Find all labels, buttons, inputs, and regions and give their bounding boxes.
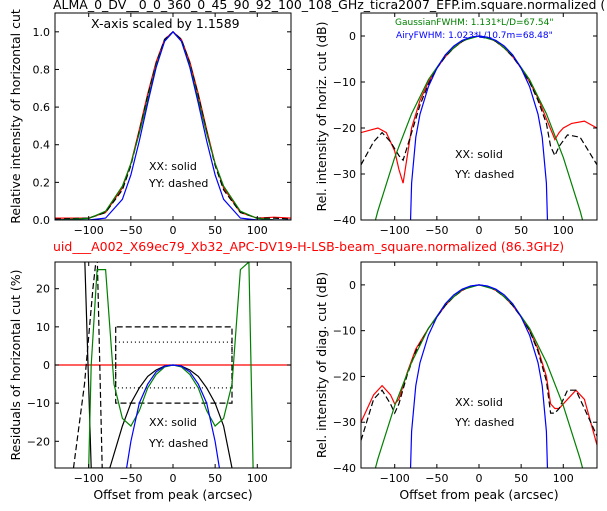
y-tick-label: 0 bbox=[349, 279, 356, 292]
title-mid: uid___A002_X69ec79_Xb32_APC-DV19-H-LSB-b… bbox=[53, 239, 564, 254]
series-airy-line bbox=[409, 284, 549, 468]
series-yy-line bbox=[72, 262, 103, 468]
x-tick-label: 50 bbox=[208, 224, 222, 237]
airy-fwhm-label: AiryFWHM: 1.023*L/10.7m=68.48" bbox=[396, 31, 553, 41]
series-gaussian-line bbox=[55, 30, 291, 220]
y-axis-label: Residuals of horizontal cut (%) bbox=[8, 270, 23, 461]
x-tick-label: 50 bbox=[514, 224, 528, 237]
series-group bbox=[55, 30, 291, 220]
x-tick-label: 0 bbox=[170, 224, 177, 237]
series-xx-line bbox=[84, 262, 233, 468]
y-axis-label: Rel. intensity of diag. cut (dB) bbox=[314, 272, 329, 458]
legend-yy: YY: dashed bbox=[148, 177, 208, 190]
y-tick-label: −30 bbox=[333, 168, 356, 181]
axes-frame bbox=[360, 261, 598, 469]
x-tick-label: 0 bbox=[170, 472, 177, 485]
x-tick-label: −100 bbox=[74, 472, 104, 485]
x-tick-label: 0 bbox=[476, 224, 483, 237]
panel-p1: −100 −50 0 50 100 0.0 0.2 0.4 0.6 0.8 1.0 Relative … bbox=[8, 9, 292, 237]
y-tick-label: −20 bbox=[333, 122, 356, 135]
x-tick-label: 100 bbox=[553, 224, 574, 237]
x-tick-label: 50 bbox=[208, 472, 222, 485]
y-tick-label: −40 bbox=[333, 462, 356, 475]
legend-xx: XX: solid bbox=[149, 416, 197, 429]
x-tick-label: −50 bbox=[119, 472, 142, 485]
x-tick-label: −50 bbox=[119, 224, 142, 237]
y-tick-label: −10 bbox=[333, 325, 356, 338]
y-tick-label: −30 bbox=[333, 416, 356, 429]
series-yy-line bbox=[361, 35, 597, 166]
legend-yy: YY: dashed bbox=[454, 416, 514, 429]
y-tick-label: 1.0 bbox=[33, 26, 51, 39]
series-group bbox=[361, 284, 597, 468]
x-tick-label: −100 bbox=[74, 224, 104, 237]
x-tick-label: 100 bbox=[553, 472, 574, 485]
y-tick-label: 0.4 bbox=[33, 139, 51, 152]
legend-yy: YY: dashed bbox=[454, 168, 514, 181]
series-group bbox=[55, 262, 291, 468]
x-tick-label: −100 bbox=[380, 224, 410, 237]
y-axis-label: Relative intensity of horizontal cut bbox=[8, 9, 23, 224]
legend-yy: YY: dashed bbox=[148, 437, 208, 450]
series-xx-line bbox=[55, 30, 291, 219]
y-tick-label: −20 bbox=[27, 435, 50, 448]
y-tick-label: −20 bbox=[333, 370, 356, 383]
y-tick-label: 0 bbox=[349, 30, 356, 43]
x-tick-label: −50 bbox=[425, 224, 448, 237]
series-airy-line bbox=[409, 35, 549, 220]
axes-frame bbox=[360, 12, 598, 221]
legend-xx: XX: solid bbox=[455, 396, 503, 409]
x-axis-label: Offset from peak (arcsec) bbox=[93, 487, 252, 502]
series-group bbox=[361, 35, 597, 220]
series-airy-line bbox=[55, 30, 291, 220]
y-tick-label: −10 bbox=[27, 397, 50, 410]
y-tick-label: −10 bbox=[333, 76, 356, 89]
x-tick-label: 0 bbox=[476, 472, 483, 485]
legend-xx: XX: solid bbox=[149, 160, 197, 173]
series-yy-line bbox=[55, 30, 291, 220]
legend-xx: XX: solid bbox=[455, 148, 503, 161]
y-axis-label: Rel. intensity of horiz. cut (dB) bbox=[314, 21, 329, 211]
x-tick-label: −50 bbox=[425, 472, 448, 485]
y-tick-label: −40 bbox=[333, 214, 356, 227]
y-tick-label: 0.8 bbox=[33, 63, 51, 76]
y-tick-label: 0.0 bbox=[33, 214, 51, 227]
y-tick-label: 10 bbox=[36, 321, 50, 334]
x-axis-label: Offset from peak (arcsec) bbox=[399, 487, 558, 502]
y-tick-label: 20 bbox=[36, 283, 50, 296]
x-tick-label: −100 bbox=[380, 472, 410, 485]
title-top: ALMA_0_DV__0_0_360_0_45_90_92_100_108_GH… bbox=[53, 0, 605, 12]
series-box10-line bbox=[115, 326, 233, 404]
x-tick-label: 100 bbox=[247, 224, 268, 237]
y-tick-label: 0.2 bbox=[33, 176, 51, 189]
scale-annotation: X-axis scaled by 1.1589 bbox=[91, 16, 240, 31]
x-tick-label: 100 bbox=[247, 472, 268, 485]
series-airy-line bbox=[126, 364, 220, 468]
y-tick-label: 0 bbox=[43, 359, 50, 372]
gaussian-fwhm-label: GaussianFWHM: 1.131*L/D=67.54" bbox=[395, 18, 553, 28]
x-tick-label: 50 bbox=[514, 472, 528, 485]
y-tick-label: 0.6 bbox=[33, 101, 51, 114]
series-xx-line bbox=[361, 35, 597, 184]
